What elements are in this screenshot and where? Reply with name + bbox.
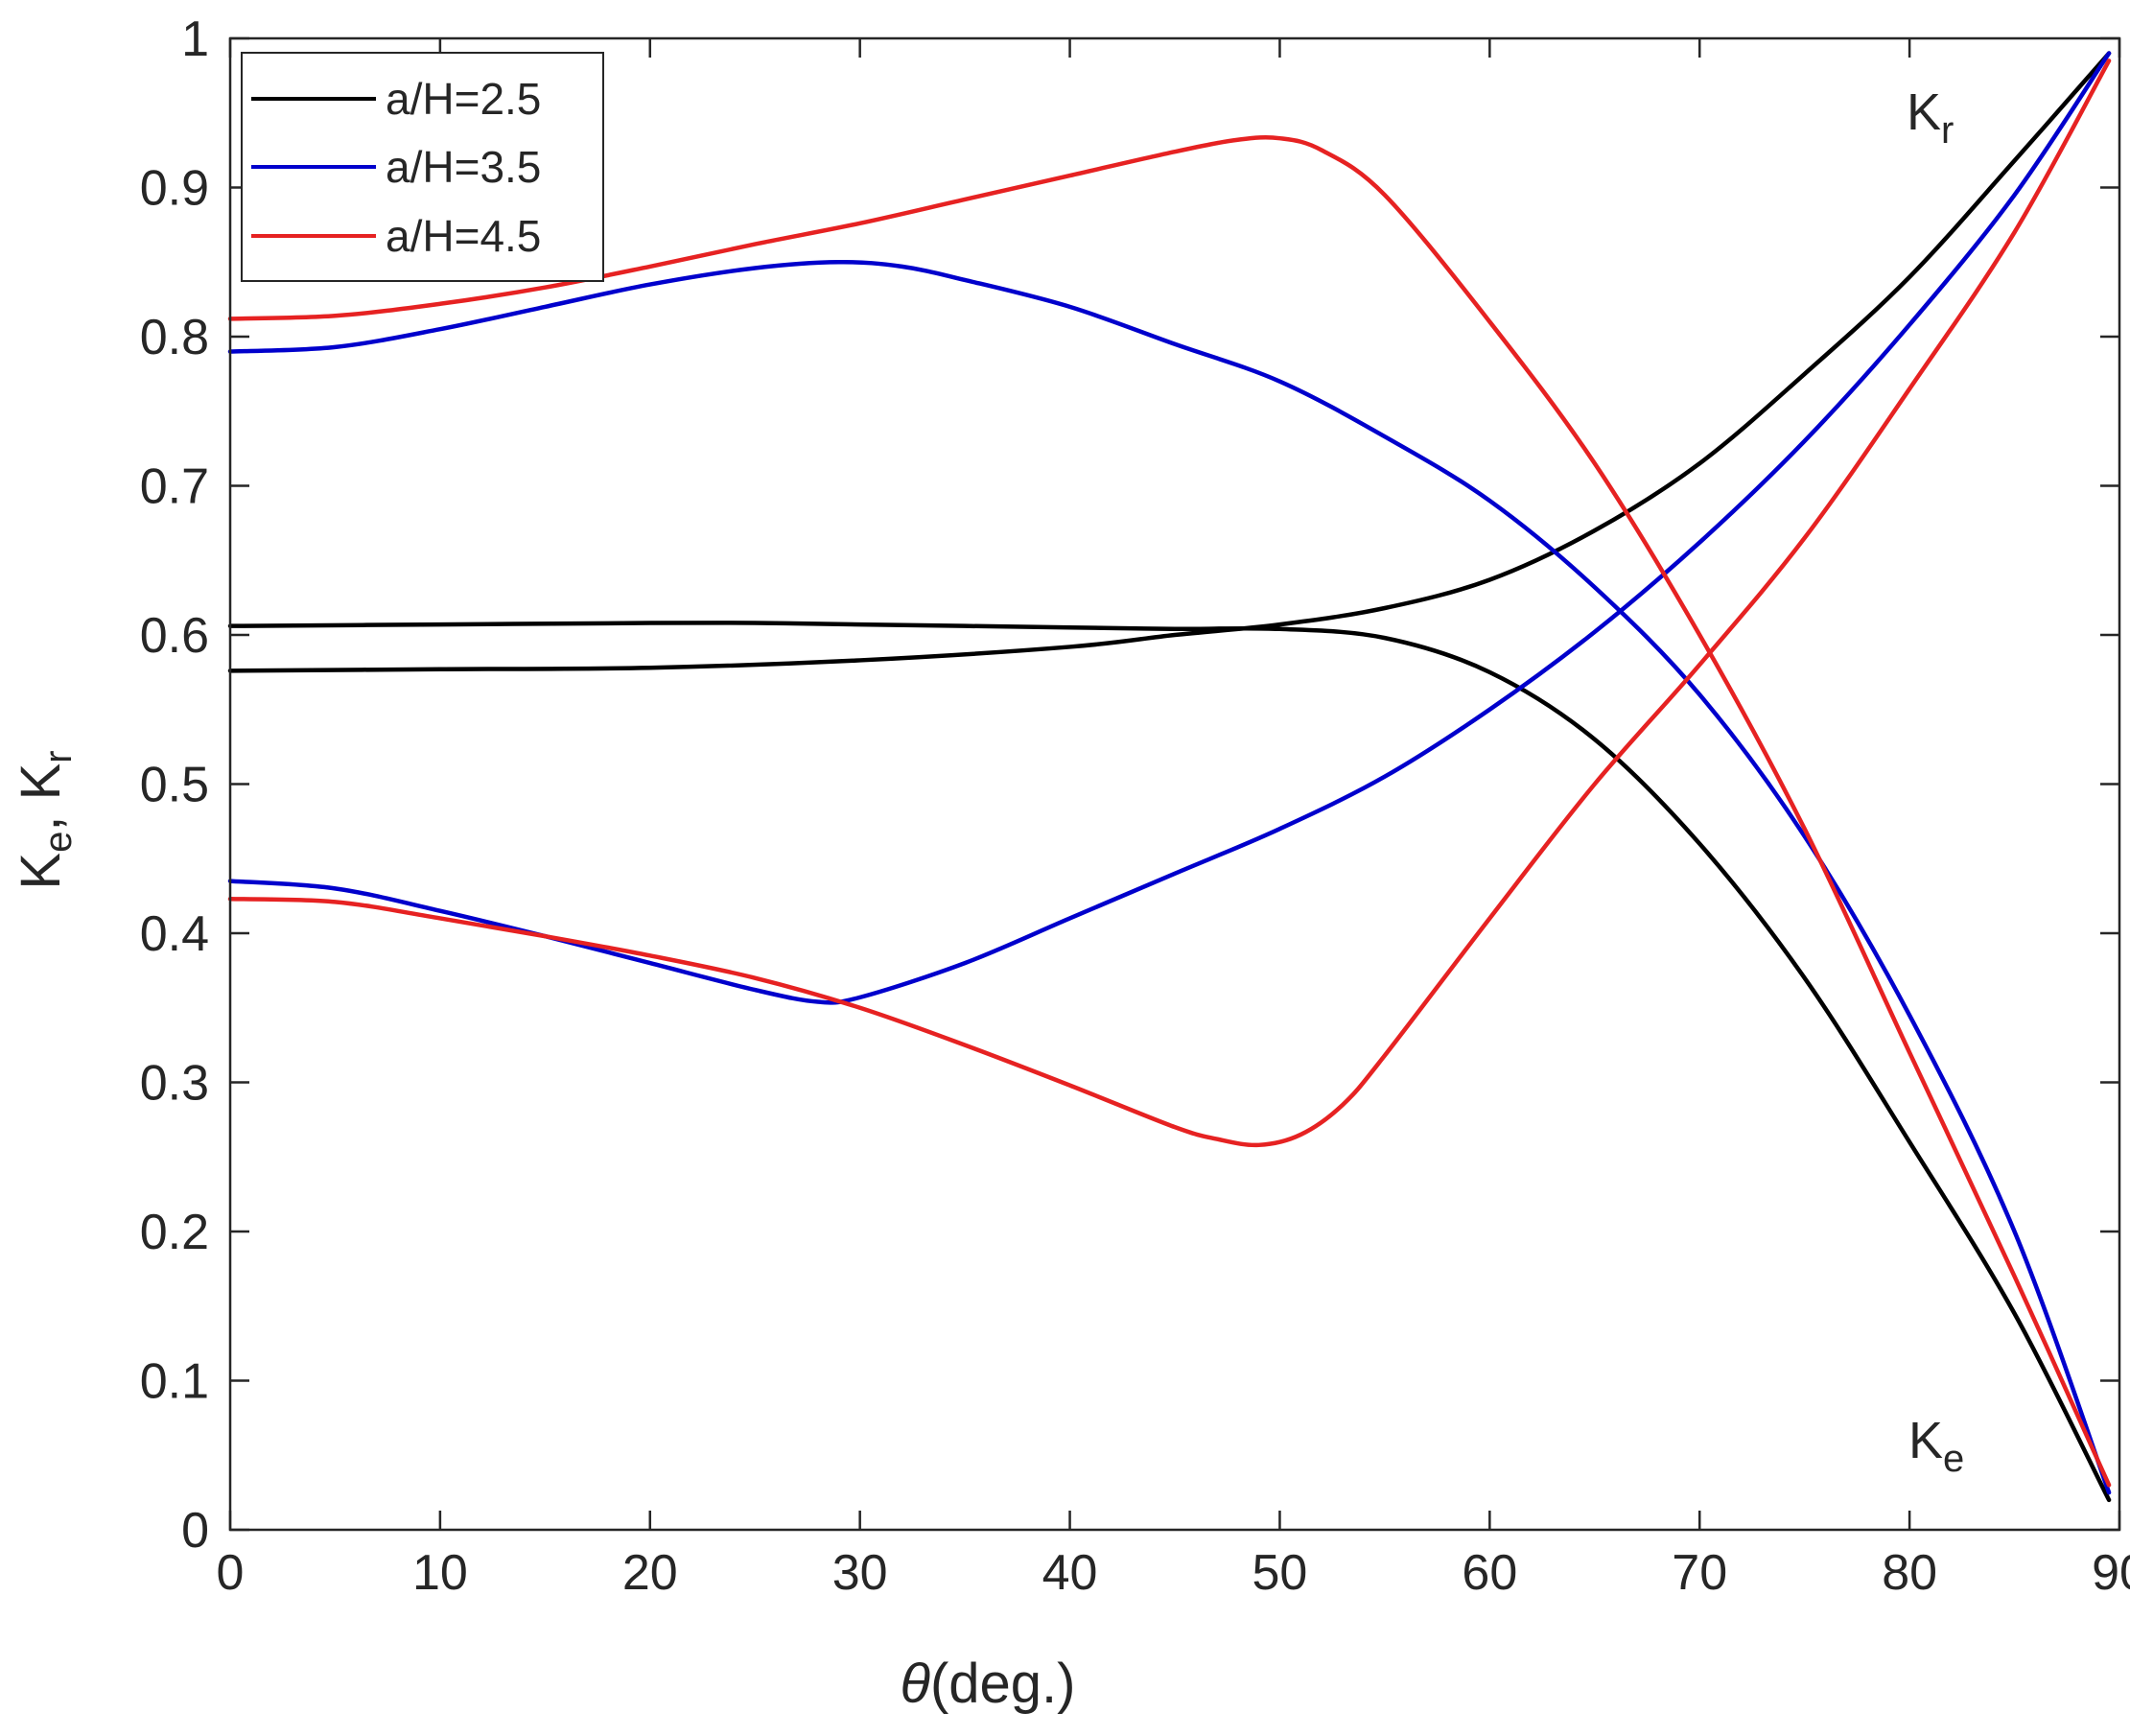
x-tick-label: 80	[1882, 1545, 1937, 1601]
series-line-1	[227, 621, 2112, 1503]
kr-label-sub: r	[1941, 109, 1954, 152]
x-tick-label: 70	[1672, 1545, 1727, 1601]
series-line-0	[227, 51, 2112, 673]
y-tick-label: 0.1	[140, 1354, 209, 1410]
x-axis-title-rest: (deg.)	[930, 1653, 1076, 1715]
x-axis-title: θ(deg.)	[901, 1653, 1076, 1715]
ke-label-sub: e	[1943, 1438, 1964, 1480]
y-axis-title-sep: ,	[10, 800, 72, 831]
x-tick-label: 10	[412, 1545, 468, 1601]
ticks-layer: 0 10 20 30 40 50 60 70 80 90 0 0.1 0.2 0.3 0.4 0.5 0.6 0.…	[140, 12, 2130, 1601]
y-tick-label: 0.2	[140, 1205, 209, 1260]
y-tick-label: 0.7	[140, 459, 209, 515]
x-tick-label: 30	[832, 1545, 888, 1601]
x-axis-title-symbol: θ	[901, 1653, 930, 1715]
series-line-5	[227, 135, 2112, 1488]
y-tick-label: 1	[181, 12, 209, 67]
x-tick-label: 40	[1042, 1545, 1098, 1601]
series-line-4	[227, 59, 2112, 1148]
x-tick-label: 0	[217, 1545, 245, 1601]
y-axis-title-sub1: e	[37, 832, 80, 853]
x-tick-label: 50	[1252, 1545, 1308, 1601]
y-tick-label: 0.6	[140, 608, 209, 664]
series-line-3	[227, 259, 2112, 1495]
y-tick-label: 0.5	[140, 758, 209, 813]
x-tick-label: 90	[2092, 1545, 2130, 1601]
legend-label-2-5: a/H=2.5	[386, 74, 541, 124]
y-tick-label: 0.3	[140, 1056, 209, 1112]
y-axis-title: Ke, Kr	[10, 750, 80, 889]
y-tick-label: 0.9	[140, 161, 209, 217]
y-tick-label: 0.4	[140, 906, 209, 962]
legend-label-3-5: a/H=3.5	[386, 142, 541, 192]
y-tick-label: 0	[181, 1503, 209, 1559]
y-axis-title-k1: K	[10, 853, 72, 890]
legend-label-4-5: a/H=4.5	[386, 211, 541, 261]
ke-label-main: K	[1908, 1412, 1943, 1469]
x-tick-label: 20	[622, 1545, 678, 1601]
x-tick-label: 60	[1462, 1545, 1517, 1601]
legend: a/H=2.5 a/H=3.5 a/H=4.5	[241, 52, 604, 282]
series-layer	[227, 51, 2112, 1503]
y-axis-title-sub2: r	[37, 750, 80, 762]
kr-label-main: K	[1907, 83, 1941, 141]
kr-label: Kr	[1907, 83, 1954, 152]
ke-label: Ke	[1908, 1412, 1964, 1480]
y-tick-label: 0.8	[140, 310, 209, 365]
y-axis-title-k2: K	[10, 762, 72, 800]
